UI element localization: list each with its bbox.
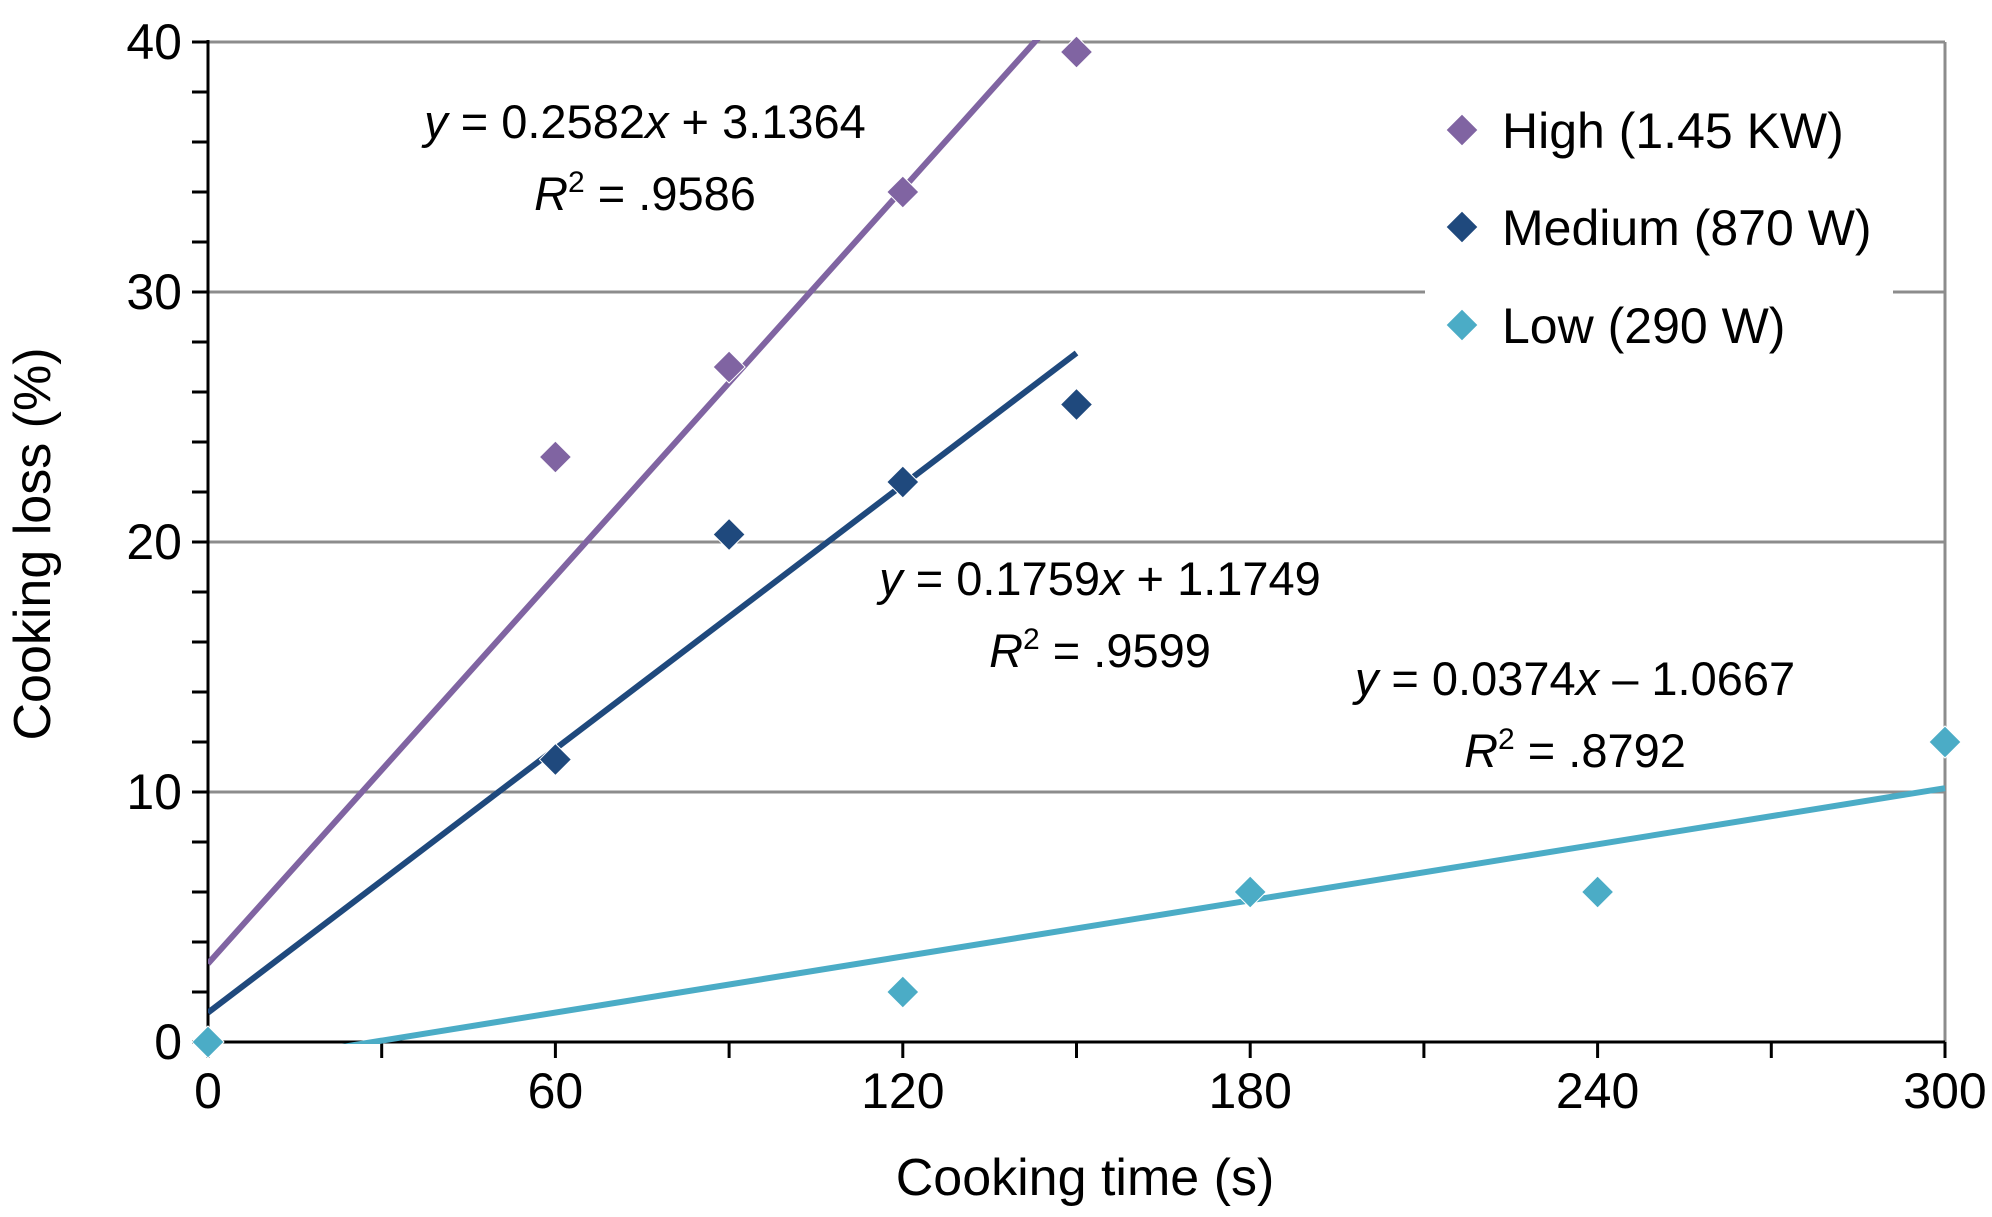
trendline-equation-1: y = 0.1759x + 1.1749	[876, 552, 1321, 605]
data-points	[191, 35, 1962, 1059]
tick-labels: 0 10 20 30 40 0 60 120 180 240 300	[126, 14, 1986, 1119]
x-tick-label: 120	[861, 1063, 944, 1119]
data-point-series-2	[886, 975, 920, 1009]
legend-marker-2	[1445, 308, 1479, 342]
trendline-equation-2: y = 0.0374x – 1.0667	[1352, 652, 1795, 705]
x-tick-label: 240	[1556, 1063, 1639, 1119]
trendline-1	[208, 350, 1079, 1016]
x-tick-label: 180	[1208, 1063, 1291, 1119]
data-point-series-1	[886, 465, 920, 499]
data-point-series-0	[1059, 35, 1094, 69]
x-axis-title: Cooking time (s)	[896, 1149, 1275, 1207]
y-tick-label: 0	[154, 1014, 182, 1070]
data-point-series-1	[712, 517, 746, 552]
trendline-equations: y = 0.2582x + 3.1364 R2 = .9586 y = 0.1759…	[421, 95, 1795, 777]
data-point-series-0	[712, 350, 746, 384]
data-point-series-1	[1059, 387, 1094, 422]
x-tick-label: 60	[528, 1063, 584, 1119]
legend-marker-1	[1445, 210, 1479, 244]
trendline-2	[341, 785, 1946, 1044]
trendlines	[208, 40, 1946, 1044]
legend-marker-0	[1445, 113, 1479, 147]
trendline-equation-0: y = 0.2582x + 3.1364	[421, 95, 866, 148]
y-axis-title: Cooking loss (%)	[4, 347, 62, 740]
r-squared-2: R2 = .8792	[1464, 723, 1686, 777]
trendline-0	[208, 40, 1041, 966]
legend: High (1.45 KW) Medium (870 W) Low (290 W)	[1425, 98, 1893, 370]
grid-lines	[208, 40, 1947, 1042]
data-point-series-0	[538, 440, 573, 474]
axes	[192, 40, 1947, 1058]
legend-label-2: Low (290 W)	[1502, 298, 1785, 354]
y-tick-label: 30	[126, 264, 182, 320]
data-point-series-1	[538, 742, 573, 777]
legend-label-1: Medium (870 W)	[1502, 200, 1872, 256]
data-point-series-2	[1233, 875, 1267, 909]
data-point-series-2	[191, 1025, 225, 1059]
data-point-series-2	[1580, 875, 1615, 909]
data-point-series-2	[1928, 725, 1962, 759]
y-tick-label: 10	[126, 764, 182, 820]
y-tick-label: 20	[126, 514, 182, 570]
r-squared-0: R2 = .9586	[534, 166, 756, 220]
r-squared-1: R2 = .9599	[989, 623, 1211, 677]
y-tick-label: 40	[126, 14, 182, 70]
legend-label-0: High (1.45 KW)	[1502, 103, 1844, 159]
x-tick-label: 0	[194, 1063, 222, 1119]
x-tick-label: 300	[1903, 1063, 1986, 1119]
legend-box	[1425, 98, 1893, 370]
data-point-series-0	[886, 175, 920, 209]
